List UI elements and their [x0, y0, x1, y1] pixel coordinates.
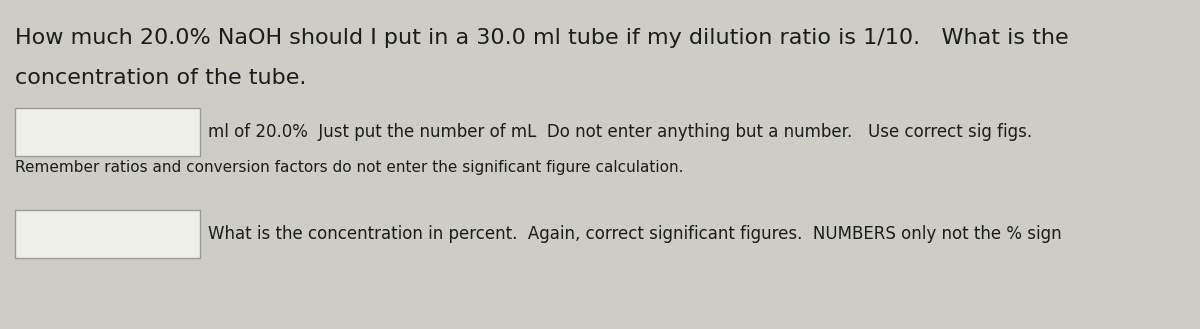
Bar — [14, 108, 200, 156]
Text: What is the concentration in percent.  Again, correct significant figures.  NUMB: What is the concentration in percent. Ag… — [208, 225, 1062, 243]
Bar — [14, 210, 200, 258]
Text: concentration of the tube.: concentration of the tube. — [14, 68, 306, 88]
Text: ml of 20.0%  Just put the number of mL  Do not enter anything but a number.   Us: ml of 20.0% Just put the number of mL Do… — [208, 123, 1032, 141]
Text: Remember ratios and conversion factors do not enter the significant figure calcu: Remember ratios and conversion factors d… — [14, 160, 684, 175]
Text: How much 20.0% NaOH should I put in a 30.0 ml tube if my dilution ratio is 1/10.: How much 20.0% NaOH should I put in a 30… — [14, 28, 1069, 48]
